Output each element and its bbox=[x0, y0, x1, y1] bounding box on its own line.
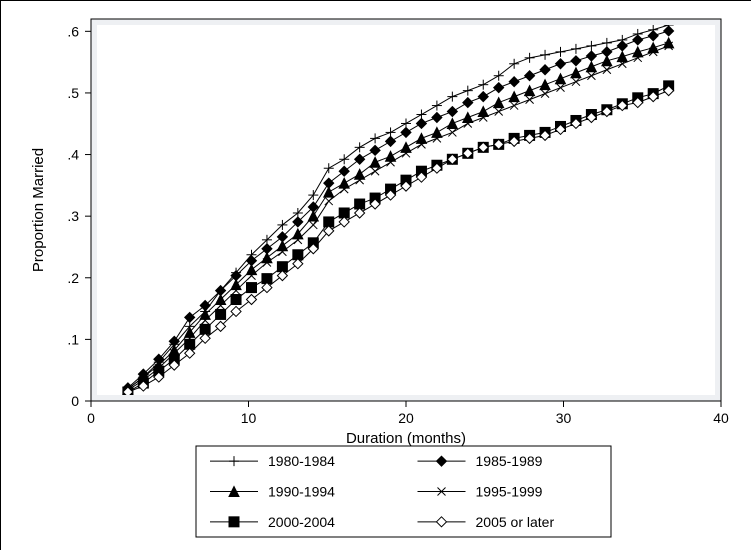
legend: 1980-1984 1985-1989 1990-1994 1995-1999 2000… bbox=[196, 446, 611, 537]
y-tick-label: .1 bbox=[67, 331, 79, 347]
legend-item-label: 1980-1984 bbox=[268, 453, 335, 469]
chart-container: 0 10 20 30 40 0 .1 .2 .3 .4 .5 .6 Duration (months) P… bbox=[0, 0, 751, 550]
legend-item-label: 1995-1999 bbox=[476, 484, 543, 500]
legend-item-label: 1985-1989 bbox=[476, 453, 543, 469]
y-tick-label: .6 bbox=[67, 23, 79, 39]
y-axis-label: Proportion Married bbox=[30, 148, 47, 272]
y-tick-label: .3 bbox=[67, 208, 79, 224]
x-tick-label: 30 bbox=[556, 410, 572, 426]
y-tick-label: 0 bbox=[71, 393, 79, 409]
proportion-married-chart: 0 10 20 30 40 0 .1 .2 .3 .4 .5 .6 Duration (months) P… bbox=[1, 1, 751, 551]
x-axis-label: Duration (months) bbox=[346, 430, 466, 447]
legend-item-label: 1990-1994 bbox=[268, 484, 335, 500]
x-tick-label: 40 bbox=[713, 410, 729, 426]
legend-item-label: 2000-2004 bbox=[268, 514, 335, 530]
y-tick-label: .4 bbox=[67, 147, 79, 163]
x-tick-label: 20 bbox=[398, 410, 414, 426]
y-tick-label: .2 bbox=[67, 270, 79, 286]
x-tick-label: 10 bbox=[241, 410, 257, 426]
legend-item-label: 2005 or later bbox=[476, 514, 555, 530]
y-tick-label: .5 bbox=[67, 85, 79, 101]
x-tick-label: 0 bbox=[87, 410, 95, 426]
